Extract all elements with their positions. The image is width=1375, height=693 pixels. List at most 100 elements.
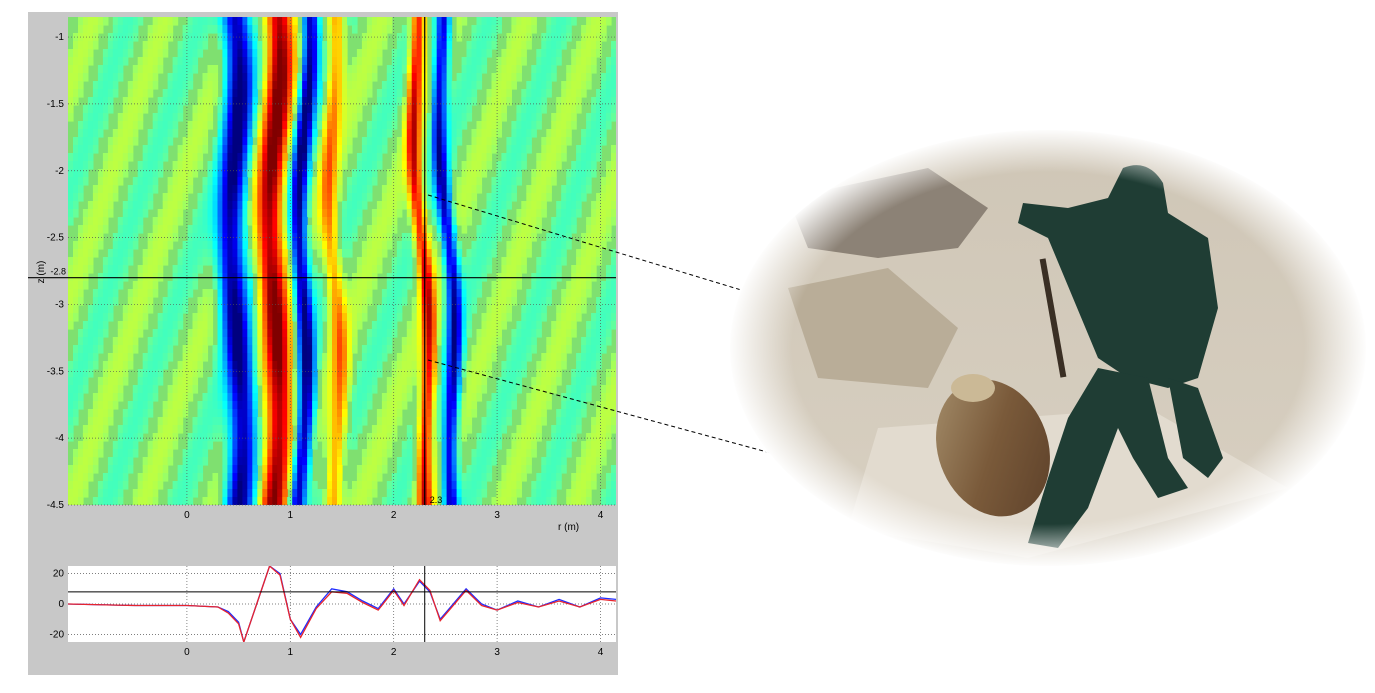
heatmap-cell	[581, 65, 587, 74]
heatmap-cell	[586, 153, 592, 162]
heatmap-cell	[486, 129, 493, 138]
heatmap-cell	[551, 433, 557, 442]
heatmap-cell	[247, 289, 253, 298]
heatmap-cell	[117, 217, 124, 226]
heatmap-cell	[342, 449, 348, 458]
heatmap-cell	[347, 73, 353, 82]
heatmap-cell	[456, 385, 463, 394]
heatmap-cell	[117, 177, 124, 186]
heatmap-cell	[167, 25, 174, 34]
heatmap-cell	[252, 241, 258, 250]
heatmap-cell	[352, 193, 358, 202]
heatmap-cell	[307, 17, 313, 26]
heatmap-cell	[451, 137, 458, 146]
heatmap-cell	[237, 129, 243, 138]
heatmap-cell	[436, 169, 443, 178]
heatmap-cell	[277, 65, 283, 74]
heatmap-cell	[496, 25, 502, 34]
heatmap-cell	[127, 289, 134, 298]
heatmap-cell	[292, 401, 298, 410]
heatmap-cell	[347, 281, 353, 290]
heatmap-cell	[202, 401, 209, 410]
heatmap-cell	[381, 337, 388, 346]
heatmap-cell	[426, 137, 433, 146]
heatmap-cell	[551, 169, 557, 178]
heatmap-cell	[376, 225, 383, 234]
heatmap-cell	[212, 65, 219, 74]
heatmap-cell	[576, 249, 582, 258]
heatmap-cell	[307, 225, 313, 234]
heatmap-cell	[521, 369, 527, 378]
heatmap-cell	[157, 65, 164, 74]
heatmap-cell	[302, 313, 308, 322]
heatmap-cell	[107, 313, 114, 322]
heatmap-cell	[247, 113, 253, 122]
heatmap-cell	[192, 465, 199, 474]
heatmap-cell	[451, 417, 458, 426]
heatmap-cell	[611, 249, 616, 258]
heatmap-cell	[327, 241, 333, 250]
heatmap-cell	[446, 425, 453, 434]
heatmap-cell	[222, 313, 228, 322]
heatmap-cell	[97, 201, 104, 210]
heatmap-cell	[292, 137, 298, 146]
heatmap-cell	[581, 233, 587, 242]
heatmap-cell	[277, 185, 283, 194]
heatmap-cell	[107, 393, 114, 402]
heatmap-cell	[157, 329, 164, 338]
heatmap-cell	[411, 249, 418, 258]
heatmap-cell	[391, 289, 398, 298]
heatmap-cell	[157, 457, 164, 466]
heatmap-cell	[297, 369, 303, 378]
heatmap-cell	[68, 281, 74, 290]
heatmap-cell	[197, 449, 204, 458]
heatmap-cell	[327, 177, 333, 186]
heatmap-cell	[157, 241, 164, 250]
heatmap-cell	[212, 417, 219, 426]
heatmap-cell	[247, 81, 253, 90]
heatmap-cell	[531, 121, 537, 130]
heatmap-cell	[566, 65, 572, 74]
heatmap-cell	[82, 217, 89, 226]
heatmap-cell	[581, 161, 587, 170]
heatmap-cell	[461, 65, 468, 74]
heatmap-cell	[426, 433, 433, 442]
heatmap-cell	[506, 89, 512, 98]
heatmap-cell	[292, 441, 298, 450]
heatmap-cell	[441, 449, 448, 458]
heatmap-cell	[356, 57, 363, 66]
heatmap-cell	[581, 81, 587, 90]
heatmap-cell	[147, 465, 154, 474]
heatmap-cell	[162, 129, 169, 138]
heatmap-cell	[172, 73, 179, 82]
heatmap-cell	[267, 89, 273, 98]
heatmap-cell	[531, 393, 537, 402]
heatmap-cell	[167, 385, 174, 394]
heatmap-cell	[426, 393, 433, 402]
heatmap-cell	[526, 457, 532, 466]
heatmap-cell	[441, 249, 448, 258]
heatmap-cell	[551, 329, 557, 338]
heatmap-cell	[386, 241, 393, 250]
heatmap-cell	[297, 313, 303, 322]
heatmap-cell	[411, 33, 418, 42]
heatmap-cell	[242, 41, 248, 50]
heatmap-cell	[576, 89, 582, 98]
heatmap-cell	[287, 129, 293, 138]
heatmap-cell	[352, 129, 358, 138]
heatmap-cell	[386, 73, 393, 82]
heatmap-cell	[68, 321, 74, 330]
heatmap-cell	[97, 441, 104, 450]
heatmap-cell	[431, 97, 438, 106]
heatmap-cell	[207, 193, 214, 202]
heatmap-cell	[167, 313, 174, 322]
heatmap-cell	[207, 409, 214, 418]
heatmap-cell	[376, 33, 383, 42]
heatmap-cell	[566, 281, 572, 290]
heatmap-cell	[107, 401, 114, 410]
heatmap-cell	[611, 49, 616, 58]
heatmap-cell	[207, 225, 214, 234]
heatmap-cell	[132, 105, 139, 114]
heatmap-cell	[117, 473, 124, 482]
heatmap-cell	[102, 153, 109, 162]
